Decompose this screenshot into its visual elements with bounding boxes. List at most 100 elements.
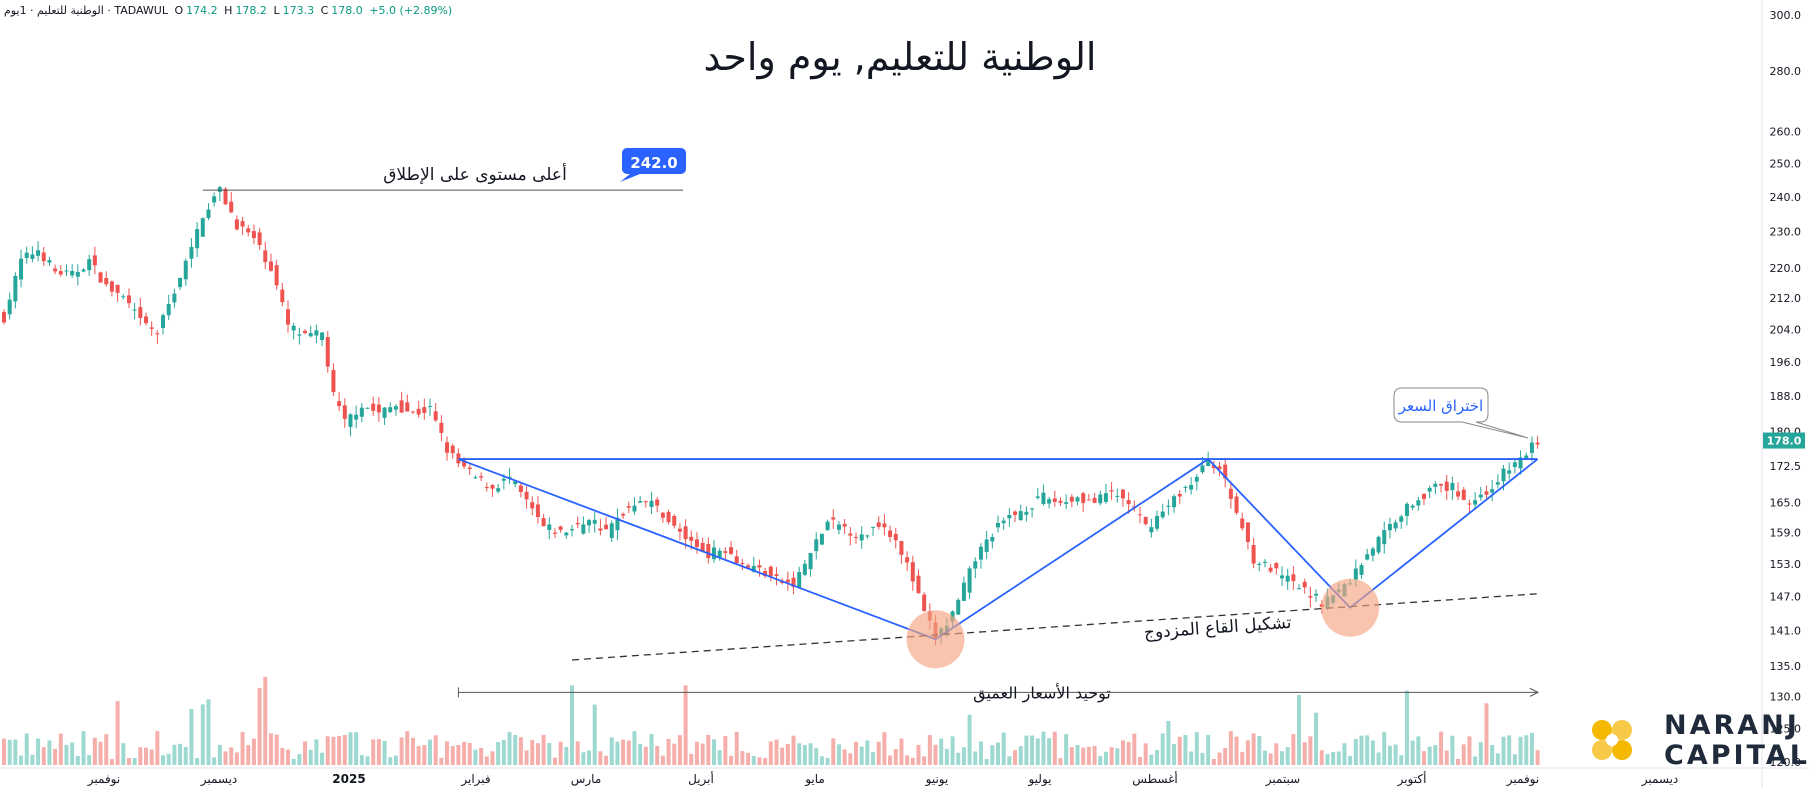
- candle-body: [996, 522, 1000, 528]
- candle-body: [592, 519, 597, 524]
- candle-body: [1359, 565, 1364, 575]
- candle-body: [1030, 508, 1035, 510]
- support-dashed: [571, 593, 1538, 661]
- volume-bar: [638, 743, 643, 765]
- candle: [240, 216, 245, 235]
- candle-body: [655, 499, 660, 506]
- volume-bar: [138, 747, 143, 765]
- candle: [1433, 480, 1438, 494]
- candle-body: [234, 219, 239, 230]
- volume-bar: [36, 738, 41, 765]
- low-value: 173.3: [282, 4, 315, 17]
- volume-bar: [899, 738, 904, 765]
- candle: [575, 516, 580, 529]
- candle-body: [41, 252, 46, 262]
- volume-bar: [1467, 736, 1472, 765]
- volume-bar: [1325, 753, 1330, 765]
- candle-body: [496, 488, 501, 492]
- x-tick-label: أكتوبر: [1397, 771, 1427, 787]
- volume-bar: [1507, 735, 1512, 765]
- candle: [1382, 521, 1387, 554]
- candle-body: [268, 261, 273, 271]
- candle: [1189, 477, 1194, 495]
- candle-body: [882, 523, 887, 528]
- candle-body: [1024, 511, 1029, 515]
- volume-bar: [1319, 750, 1324, 765]
- candle: [405, 394, 410, 412]
- candle: [92, 246, 97, 275]
- y-tick-label: 250.0: [1770, 158, 1802, 171]
- candle-body: [2, 312, 6, 323]
- volume-bar: [1331, 752, 1336, 765]
- candle-body: [1041, 492, 1046, 504]
- price-axis: 300.0 280.0 260.0 250.0 240.0 230.0 220.0 212.0…: [1761, 0, 1805, 788]
- volume-bar: [496, 741, 501, 765]
- volume-bar: [649, 734, 654, 765]
- candle-body: [734, 556, 739, 564]
- candle-body: [410, 411, 415, 413]
- volume-bar: [92, 737, 97, 765]
- volume-bar: [859, 746, 864, 765]
- volume-bar: [944, 748, 949, 765]
- volume-bar: [166, 753, 171, 765]
- symbol-header: الوطنية للتعليم · 1يوم · TADAWUL O 174.2 …: [4, 4, 453, 17]
- candle: [410, 411, 415, 414]
- volume-bar: [229, 747, 234, 765]
- volume-bar: [939, 738, 944, 765]
- volume-bar: [1155, 749, 1160, 765]
- volume-bar: [984, 758, 989, 765]
- candle: [1245, 522, 1250, 550]
- volume-bar: [331, 736, 336, 765]
- candle-body: [132, 309, 137, 311]
- candle-body: [473, 477, 478, 479]
- candle-body: [416, 408, 421, 415]
- candle-body: [155, 333, 160, 335]
- volume-bar: [70, 742, 75, 765]
- volume-bar: [876, 741, 881, 765]
- candle: [1234, 492, 1239, 515]
- volume-bar: [1103, 751, 1108, 765]
- candle: [831, 509, 836, 529]
- volume-bar: [200, 704, 205, 765]
- candle: [632, 497, 637, 515]
- candle: [1535, 435, 1540, 449]
- volume-bar: [1007, 756, 1012, 765]
- candle-body: [115, 284, 120, 293]
- candle: [842, 519, 847, 534]
- candle-body: [428, 405, 432, 407]
- volume-bar: [1092, 745, 1097, 765]
- candle: [450, 443, 455, 459]
- volume-bar: [973, 751, 978, 765]
- volume-bar: [1473, 756, 1478, 765]
- candle: [956, 598, 961, 615]
- candle-body: [462, 460, 467, 467]
- candle: [621, 512, 626, 520]
- candle: [189, 237, 194, 268]
- candle-body: [956, 599, 961, 615]
- annotations: أعلى مستوى على الإطلاق 242.0 تشكيل القاع ا…: [202, 148, 1540, 703]
- volume-bar: [376, 739, 381, 765]
- candle-body: [64, 270, 69, 272]
- candle-body: [587, 520, 592, 526]
- volume-bar: [257, 687, 262, 765]
- candle-body: [1007, 514, 1012, 519]
- candle: [587, 518, 592, 533]
- candle: [604, 517, 609, 530]
- candle: [144, 312, 148, 326]
- candle-body: [1512, 462, 1517, 468]
- candle: [41, 247, 46, 267]
- candle: [1211, 460, 1216, 474]
- volume-bar: [524, 750, 529, 765]
- candle-body: [1314, 593, 1319, 596]
- volume-bar: [1478, 742, 1483, 765]
- candle: [694, 532, 699, 554]
- volume-bar: [217, 744, 222, 765]
- candle: [1075, 496, 1080, 506]
- candle-body: [1473, 500, 1478, 505]
- volume-bar: [609, 737, 614, 765]
- candle: [865, 534, 870, 539]
- volume-bar: [325, 736, 330, 765]
- candle: [1302, 578, 1307, 594]
- candle: [1098, 490, 1103, 506]
